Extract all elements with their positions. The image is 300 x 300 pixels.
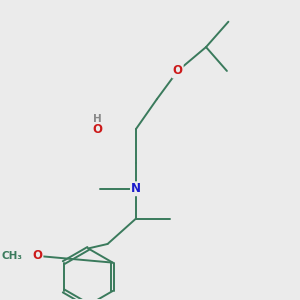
Text: O: O	[32, 249, 43, 262]
Text: O: O	[173, 64, 183, 77]
Text: CH₃: CH₃	[2, 251, 22, 261]
Text: H: H	[93, 114, 101, 124]
Text: methoxy: methoxy	[9, 255, 15, 256]
Text: O: O	[92, 123, 102, 136]
Text: N: N	[131, 182, 141, 195]
